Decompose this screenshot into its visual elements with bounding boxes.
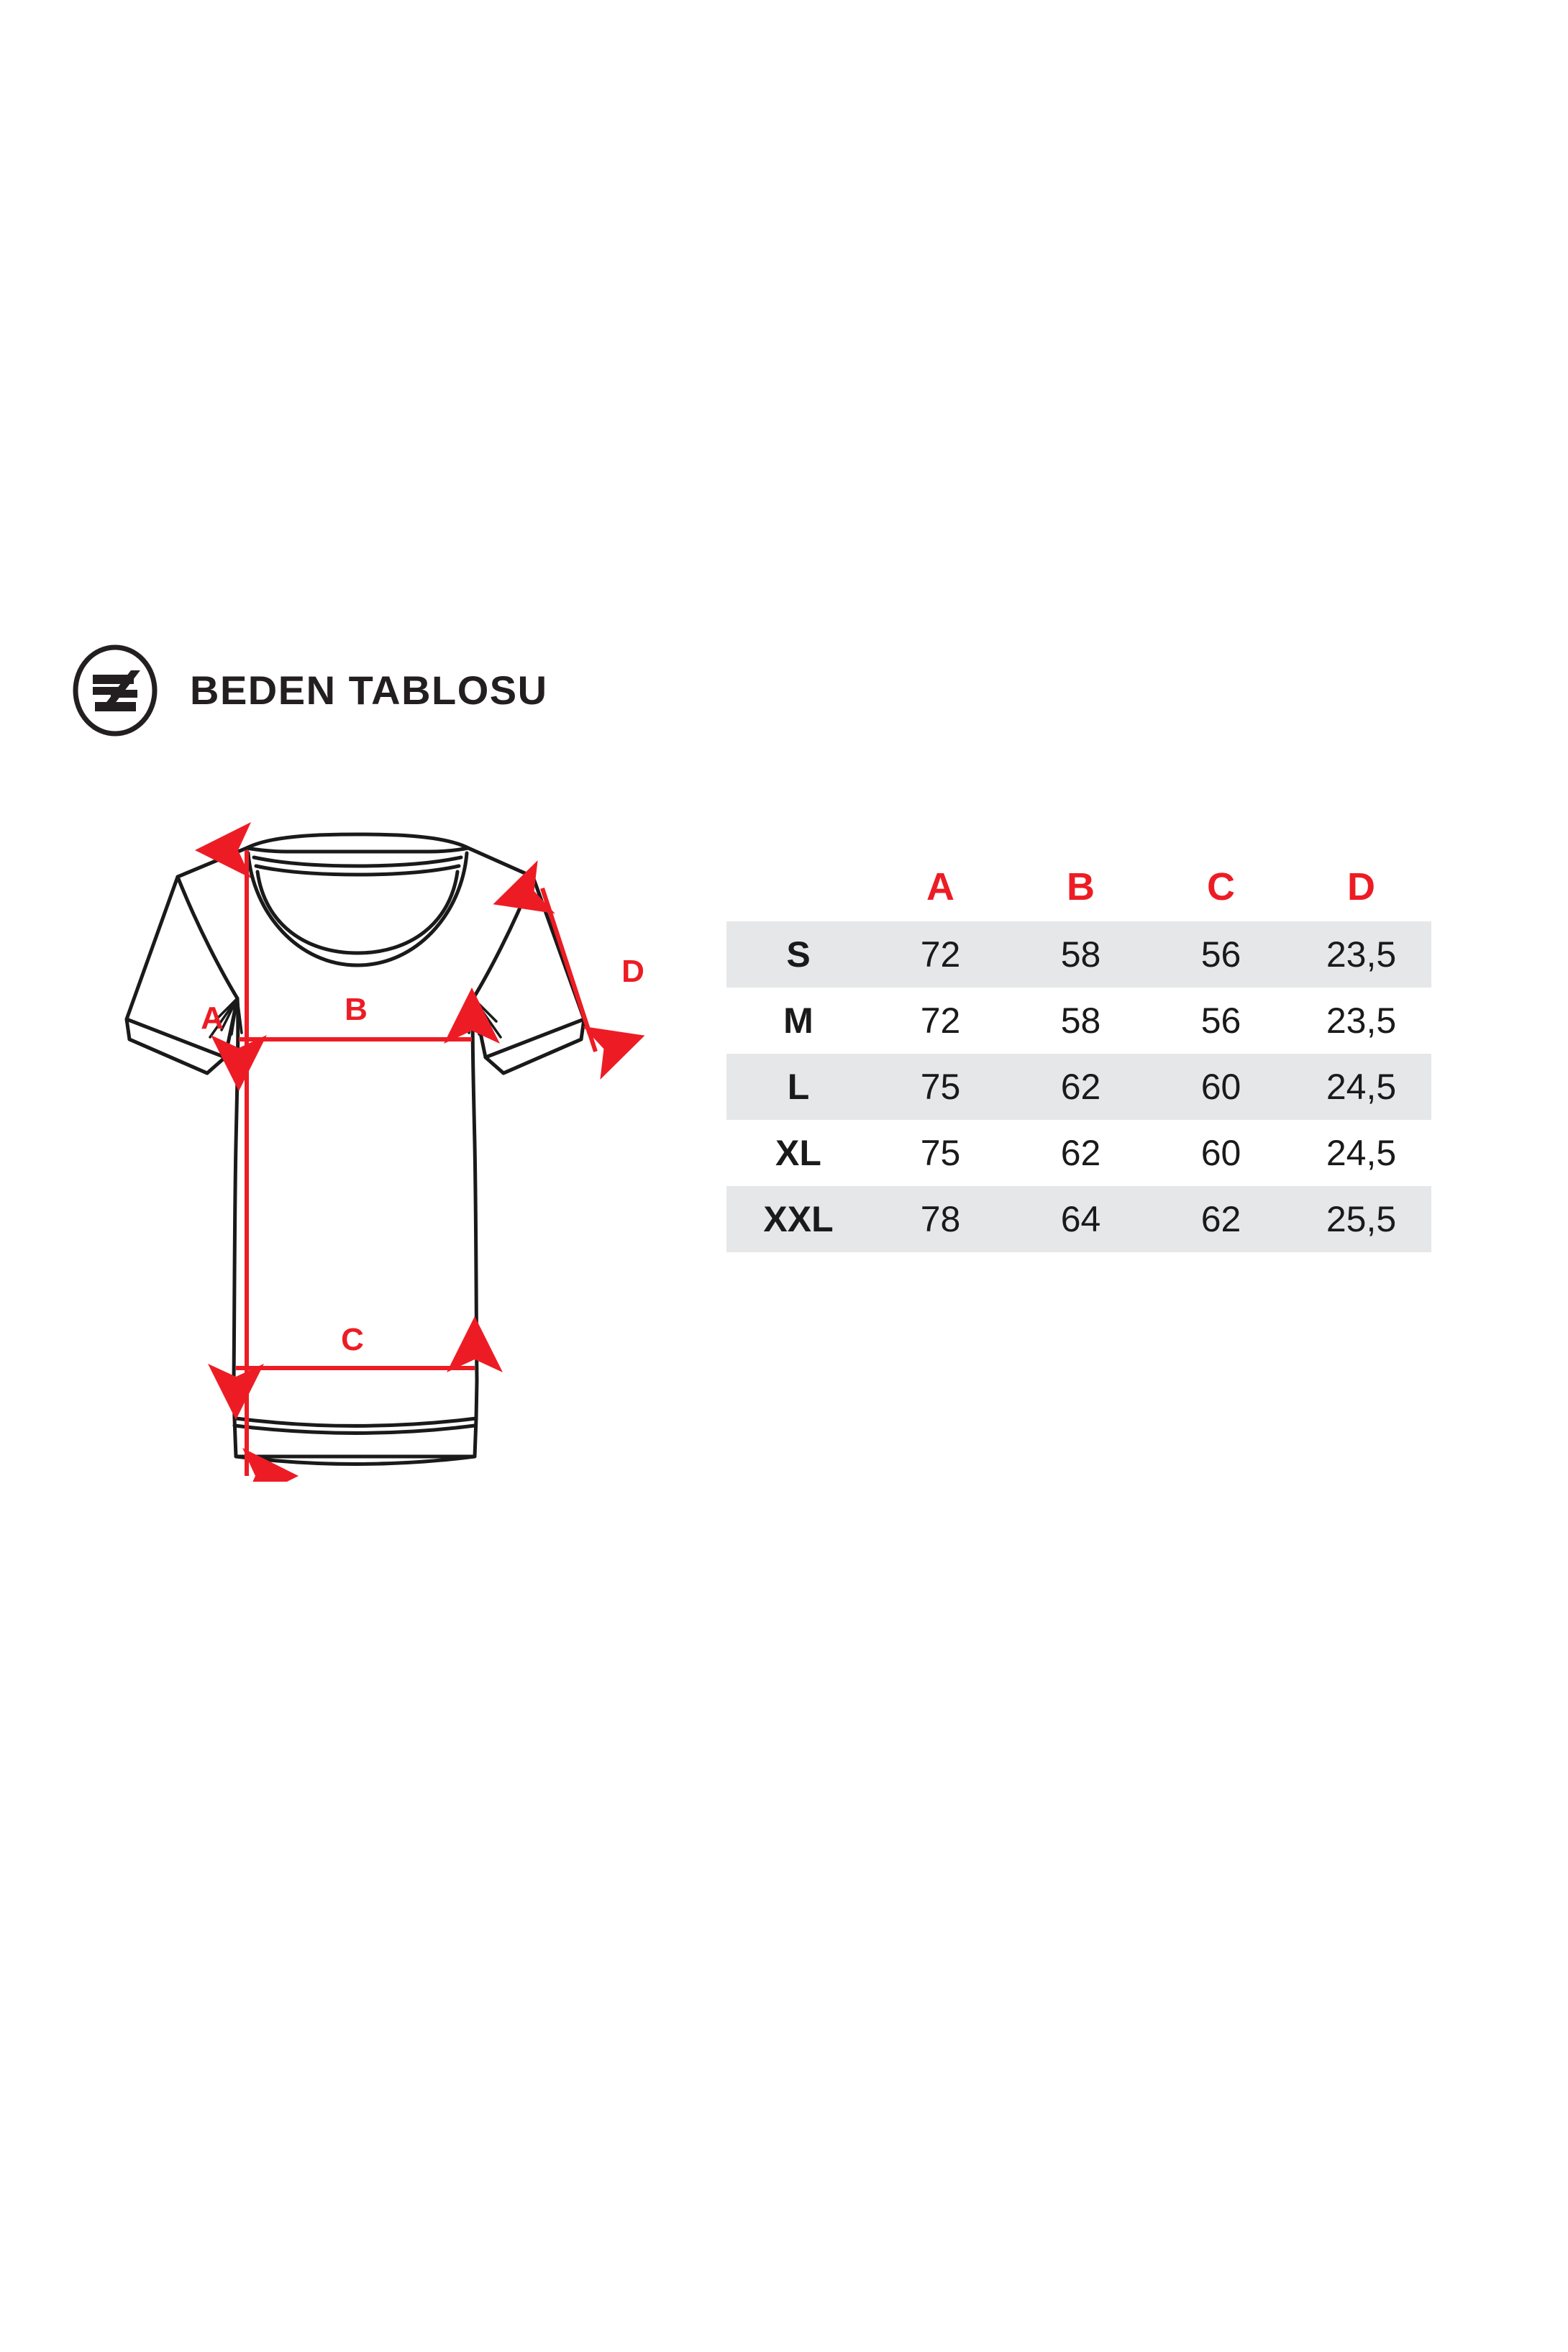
measurement-arrows (195, 822, 645, 1482)
label-b: B (345, 992, 368, 1027)
table-header: A B C D (726, 852, 1431, 921)
cell-c: 56 (1151, 921, 1291, 988)
column-header-b: B (1011, 852, 1151, 921)
cell-size: S (726, 921, 870, 988)
page-title: BEDEN TABLOSU (190, 667, 548, 713)
cell-b: 62 (1011, 1054, 1151, 1120)
cell-a: 72 (870, 988, 1011, 1054)
cell-d: 23,5 (1291, 921, 1431, 988)
cell-c: 60 (1151, 1120, 1291, 1186)
cell-a: 75 (870, 1120, 1011, 1186)
cell-c: 56 (1151, 988, 1291, 1054)
table-row: M 72 58 56 23,5 (726, 988, 1431, 1054)
column-header-size (726, 852, 870, 921)
cell-b: 64 (1011, 1186, 1151, 1252)
arrow-d2 (540, 888, 645, 1080)
cell-a: 78 (870, 1186, 1011, 1252)
z-monogram-circle-icon (69, 644, 161, 737)
page-header: BEDEN TABLOSU (69, 644, 548, 737)
cell-b: 62 (1011, 1120, 1151, 1186)
table-row: XL 75 62 60 24,5 (726, 1120, 1431, 1186)
cell-size: XXL (726, 1186, 870, 1252)
cell-size: L (726, 1054, 870, 1120)
column-header-c: C (1151, 852, 1291, 921)
cell-c: 60 (1151, 1054, 1291, 1120)
cell-d: 24,5 (1291, 1120, 1431, 1186)
cell-d: 23,5 (1291, 988, 1431, 1054)
cell-a: 72 (870, 921, 1011, 988)
armpit-creases-left (209, 997, 243, 1039)
label-c: C (341, 1322, 364, 1357)
column-header-a: A (870, 852, 1011, 921)
label-a: A (201, 1000, 224, 1036)
tshirt-measurement-diagram: A B C D (43, 806, 690, 1482)
cell-b: 58 (1011, 921, 1151, 988)
table-body: S 72 58 56 23,5 M 72 58 56 23,5 L 75 62 … (726, 921, 1431, 1252)
cell-a: 75 (870, 1054, 1011, 1120)
size-chart-table: A B C D S 72 58 56 23,5 M 72 58 56 23,5 (726, 852, 1431, 1252)
column-header-d: D (1291, 852, 1431, 921)
table-row: S 72 58 56 23,5 (726, 921, 1431, 988)
cell-d: 24,5 (1291, 1054, 1431, 1120)
label-d: D (621, 954, 644, 989)
tshirt-outline (124, 832, 586, 1466)
cell-size: XL (726, 1120, 870, 1186)
cell-d: 25,5 (1291, 1186, 1431, 1252)
cell-b: 58 (1011, 988, 1151, 1054)
table-row: XXL 78 64 62 25,5 (726, 1186, 1431, 1252)
table-row: L 75 62 60 24,5 (726, 1054, 1431, 1120)
cell-c: 62 (1151, 1186, 1291, 1252)
cell-size: M (726, 988, 870, 1054)
